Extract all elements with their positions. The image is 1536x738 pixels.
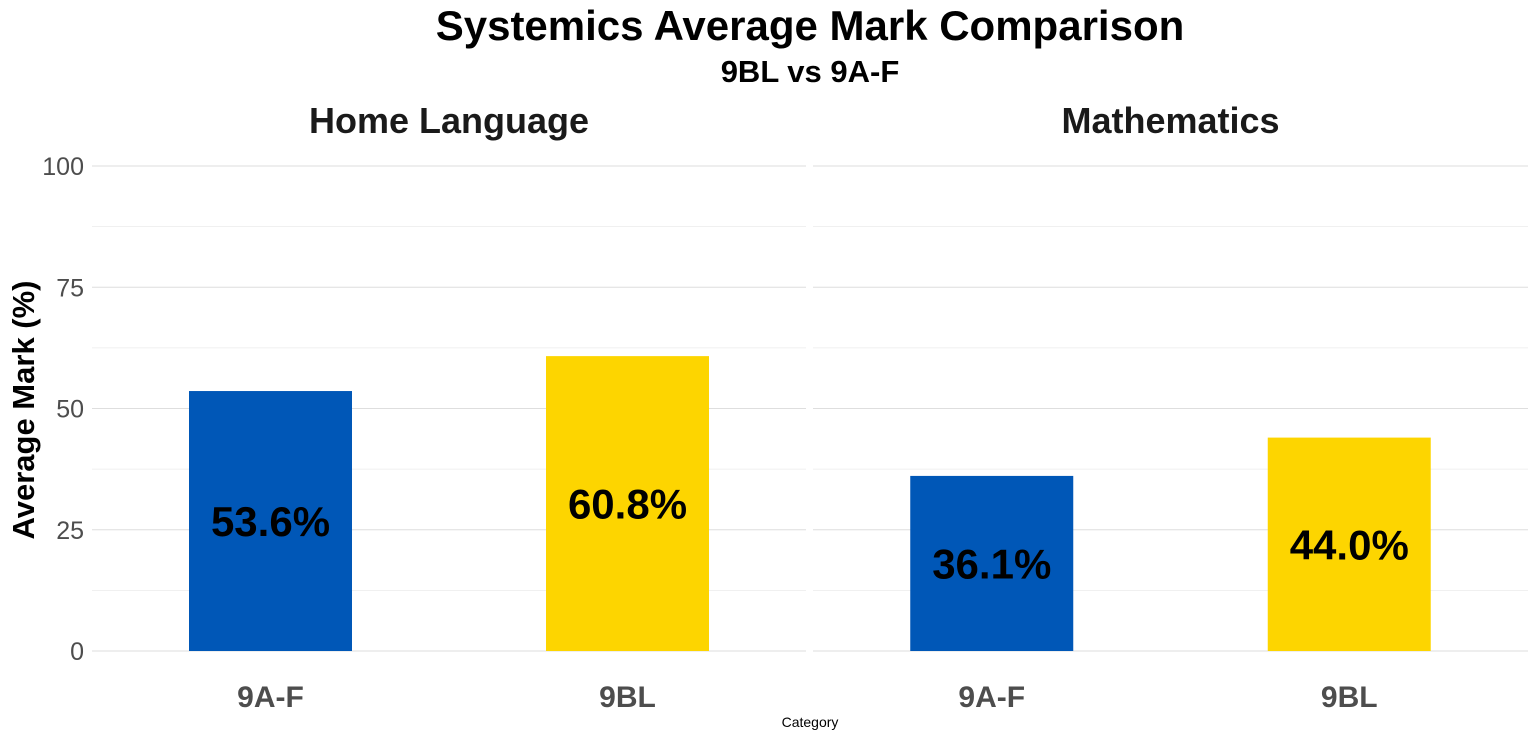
bar-value-label: 60.8% — [568, 481, 687, 528]
bar-value-label: 44.0% — [1290, 521, 1409, 568]
y-tick-label: 25 — [56, 517, 84, 545]
facet-title: Mathematics — [1061, 100, 1279, 141]
x-tick-label: 9A-F — [237, 681, 304, 714]
x-tick-label: 9BL — [599, 681, 656, 714]
chart-subtitle: 9BL vs 9A-F — [721, 54, 900, 89]
bar-value-label: 36.1% — [932, 540, 1051, 587]
chart-title: Systemics Average Mark Comparison — [436, 2, 1185, 49]
y-axis-ticks: 0 25 50 75 100 — [42, 153, 84, 666]
x-tick-label: 9A-F — [958, 681, 1025, 714]
y-tick-label: 50 — [56, 396, 84, 424]
facet-panels: Home Language53.6%9A-F60.8%9BLMathematic… — [92, 100, 1528, 714]
bar-9bl — [546, 356, 709, 651]
facet-home-language: Home Language 53.6% 9A-F 60.8% 9BL — [92, 100, 806, 714]
facet-mathematics: Mathematics 36.1% 9A-F 44.0% 9BL — [813, 100, 1528, 714]
x-tick-label: 9BL — [1321, 681, 1378, 714]
bar-9bl — [1267, 437, 1431, 651]
bar-9a-f — [189, 391, 352, 651]
y-tick-label: 75 — [56, 274, 84, 302]
bar-9a-f — [910, 475, 1074, 651]
y-tick-label: 100 — [42, 153, 84, 181]
facet-title: Home Language — [309, 100, 589, 141]
bar-value-label: 53.6% — [211, 498, 330, 545]
x-axis-label: Category — [782, 714, 839, 730]
y-tick-label: 0 — [70, 638, 84, 666]
y-axis-label: Average Mark (%) — [6, 280, 41, 539]
